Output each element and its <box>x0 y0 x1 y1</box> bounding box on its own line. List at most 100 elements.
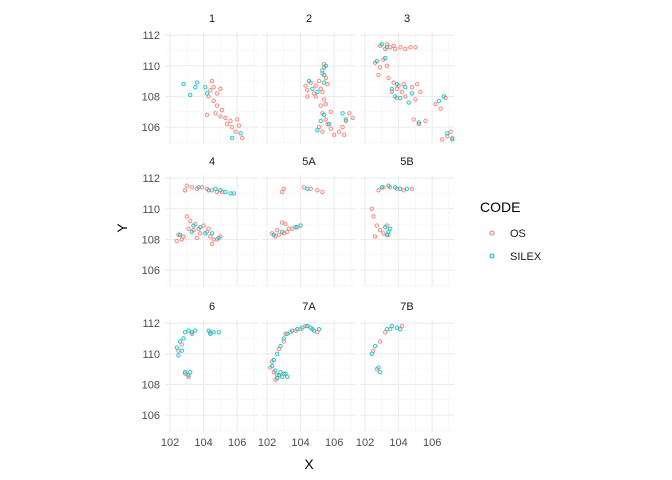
data-point-silex <box>384 327 390 332</box>
data-point-silex <box>398 327 403 332</box>
data-point-silex <box>298 223 303 228</box>
data-point-silex <box>179 348 184 353</box>
data-point-silex <box>340 111 345 116</box>
x-tick-label: 104 <box>194 437 212 449</box>
y-tick-label: 108 <box>142 234 160 246</box>
data-point-silex <box>273 368 278 373</box>
data-point-os <box>399 323 405 329</box>
data-point-silex <box>194 80 200 85</box>
data-point-os <box>384 63 390 68</box>
data-point-silex <box>181 82 186 87</box>
data-point-silex <box>321 112 327 118</box>
data-point-os <box>236 123 242 128</box>
data-point-silex <box>196 185 201 190</box>
data-point-silex <box>216 235 221 241</box>
data-point-os <box>321 97 327 102</box>
data-point-os <box>403 46 408 52</box>
data-point-silex <box>213 186 218 192</box>
data-point-os <box>213 111 218 116</box>
data-point-silex <box>279 374 285 379</box>
data-point-os <box>433 101 438 107</box>
data-point-silex <box>283 371 288 376</box>
data-point-silex <box>369 351 375 356</box>
data-point-silex <box>206 328 211 333</box>
data-point-os <box>283 221 288 227</box>
data-point-os <box>209 241 215 247</box>
data-point-silex <box>204 91 210 96</box>
data-point-silex <box>223 189 228 195</box>
y-tick-label: 112 <box>142 30 160 42</box>
data-point-silex <box>450 137 455 142</box>
data-point-os <box>276 232 281 237</box>
data-point-silex <box>238 131 243 136</box>
data-point-os <box>214 91 220 96</box>
data-point-os <box>381 185 386 190</box>
data-point-os <box>223 115 228 121</box>
data-point-os <box>313 83 318 88</box>
data-point-os <box>211 98 216 104</box>
data-point-silex <box>372 343 378 349</box>
data-point-os <box>194 235 200 241</box>
data-point-silex <box>188 92 193 98</box>
data-point-os <box>374 223 379 228</box>
data-point-os <box>414 82 420 87</box>
data-point-os <box>328 109 334 115</box>
data-point-os <box>218 86 223 91</box>
data-point-silex <box>174 345 180 350</box>
data-point-silex <box>281 336 286 341</box>
data-point-os <box>219 108 225 113</box>
data-point-silex <box>384 232 390 237</box>
x-tick-label: 102 <box>356 437 374 449</box>
data-point-os <box>209 188 215 193</box>
data-point-os <box>418 89 423 94</box>
legend-key-os <box>489 230 495 236</box>
data-point-silex <box>181 336 186 341</box>
data-point-os <box>316 78 322 84</box>
data-point-silex <box>321 80 327 85</box>
data-point-silex <box>321 72 327 78</box>
facet-strip-label: 2 <box>306 13 312 25</box>
facet-panel-4: 4 106 108 110 112 <box>142 156 259 287</box>
data-point-silex <box>189 330 195 335</box>
data-point-silex <box>379 185 384 190</box>
data-point-silex <box>295 327 300 332</box>
facet-strip-label: 3 <box>404 13 410 25</box>
data-point-silex <box>384 45 390 50</box>
data-point-silex <box>278 370 283 375</box>
facet-strip-label: 1 <box>209 13 215 25</box>
data-point-silex <box>306 78 312 84</box>
data-point-os <box>305 94 310 99</box>
data-point-os <box>198 231 203 236</box>
data-point-silex <box>193 85 198 90</box>
data-point-silex <box>383 55 388 61</box>
data-point-silex <box>191 223 196 228</box>
data-point-os <box>343 118 349 124</box>
data-point-os <box>323 101 328 107</box>
facet-panel-5A: 5A <box>262 156 356 287</box>
data-point-silex <box>182 370 188 375</box>
data-point-silex <box>182 330 188 335</box>
data-point-os <box>276 347 281 352</box>
data-point-os <box>214 103 220 108</box>
data-point-silex <box>269 363 275 369</box>
data-point-os <box>208 88 213 93</box>
x-tick-label: 104 <box>389 437 407 449</box>
data-point-os <box>209 78 215 84</box>
data-point-os <box>184 214 189 219</box>
data-point-os <box>408 45 413 50</box>
data-point-os <box>403 94 408 99</box>
data-point-os <box>224 121 230 127</box>
data-point-silex <box>285 331 290 337</box>
data-point-os <box>411 117 416 122</box>
data-point-os <box>285 229 290 234</box>
data-point-silex <box>389 323 395 329</box>
data-point-os <box>399 89 405 94</box>
data-point-os <box>313 94 318 99</box>
x-tick-label: 106 <box>423 437 441 449</box>
legend-label-os: OS <box>510 228 526 240</box>
x-tick-label: 106 <box>228 437 246 449</box>
data-point-os <box>347 111 352 116</box>
data-point-silex <box>271 357 277 363</box>
data-point-silex <box>398 186 403 192</box>
data-point-silex <box>315 128 320 133</box>
